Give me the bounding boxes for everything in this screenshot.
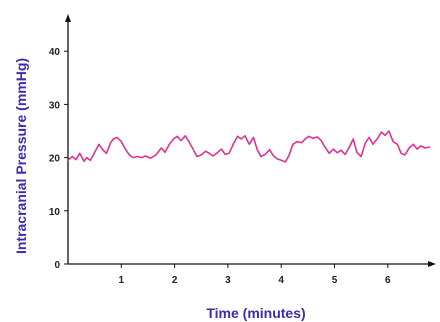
y-axis-arrow (65, 14, 71, 22)
y-axis-title: Intracranial Pressure (mmHg) (13, 58, 29, 254)
x-tick-label: 1 (119, 275, 125, 286)
y-tick-label: 0 (54, 260, 60, 271)
x-tick-label: 6 (385, 275, 391, 286)
x-tick-label: 5 (332, 275, 338, 286)
x-axis-title: Time (minutes) (206, 305, 305, 321)
y-tick-label: 40 (49, 47, 61, 58)
y-tick-label: 10 (49, 207, 61, 218)
y-tick-label: 30 (49, 100, 61, 111)
pressure-series-line (67, 130, 431, 163)
x-tick-label: 4 (278, 275, 284, 286)
x-axis-ticks: 1 2 3 4 5 6 (119, 264, 391, 286)
x-axis-arrow (428, 261, 436, 267)
x-tick-label: 3 (225, 275, 231, 286)
y-tick-label: 20 (49, 154, 61, 165)
series-layer (67, 130, 431, 163)
axes (65, 14, 436, 267)
y-axis-ticks: 0 10 20 30 40 (49, 47, 68, 271)
x-tick-label: 2 (172, 275, 178, 286)
